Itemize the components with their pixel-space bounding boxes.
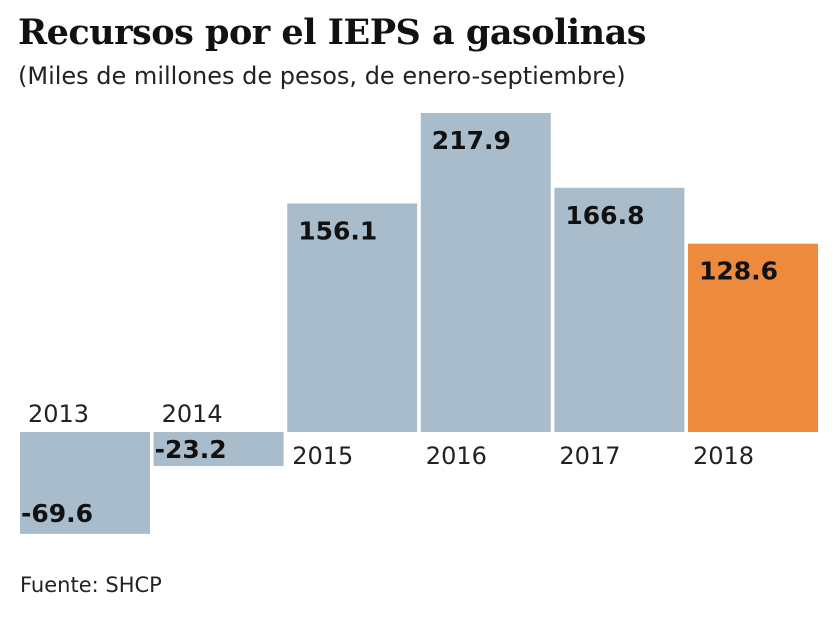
chart-title: Recursos por el IEPS a gasolinas — [18, 12, 647, 53]
bar-2017 — [554, 187, 685, 432]
x-tick-label-2015: 2015 — [292, 442, 353, 470]
bar-2016 — [420, 112, 551, 433]
data-label-2017: 166.8 — [565, 201, 644, 230]
bar-2013 — [20, 432, 150, 534]
bar-2014 — [153, 432, 284, 466]
data-label-2013: -69.6 — [21, 499, 93, 528]
chart-subtitle: (Miles de millones de pesos, de enero-se… — [18, 62, 626, 90]
data-label-2015: 156.1 — [298, 216, 377, 245]
data-label-2014: -23.2 — [155, 435, 227, 464]
bar-2015 — [287, 203, 418, 432]
x-tick-label-2014: 2014 — [162, 400, 223, 428]
data-label-2018: 128.6 — [699, 257, 778, 286]
bar-2018 — [688, 243, 818, 432]
data-label-2016: 217.9 — [432, 126, 511, 155]
x-tick-label-2018: 2018 — [693, 442, 754, 470]
x-tick-label-2017: 2017 — [559, 442, 620, 470]
source-note: Fuente: SHCP — [20, 573, 162, 597]
x-tick-label-2013: 2013 — [28, 400, 89, 428]
x-tick-label-2016: 2016 — [426, 442, 487, 470]
